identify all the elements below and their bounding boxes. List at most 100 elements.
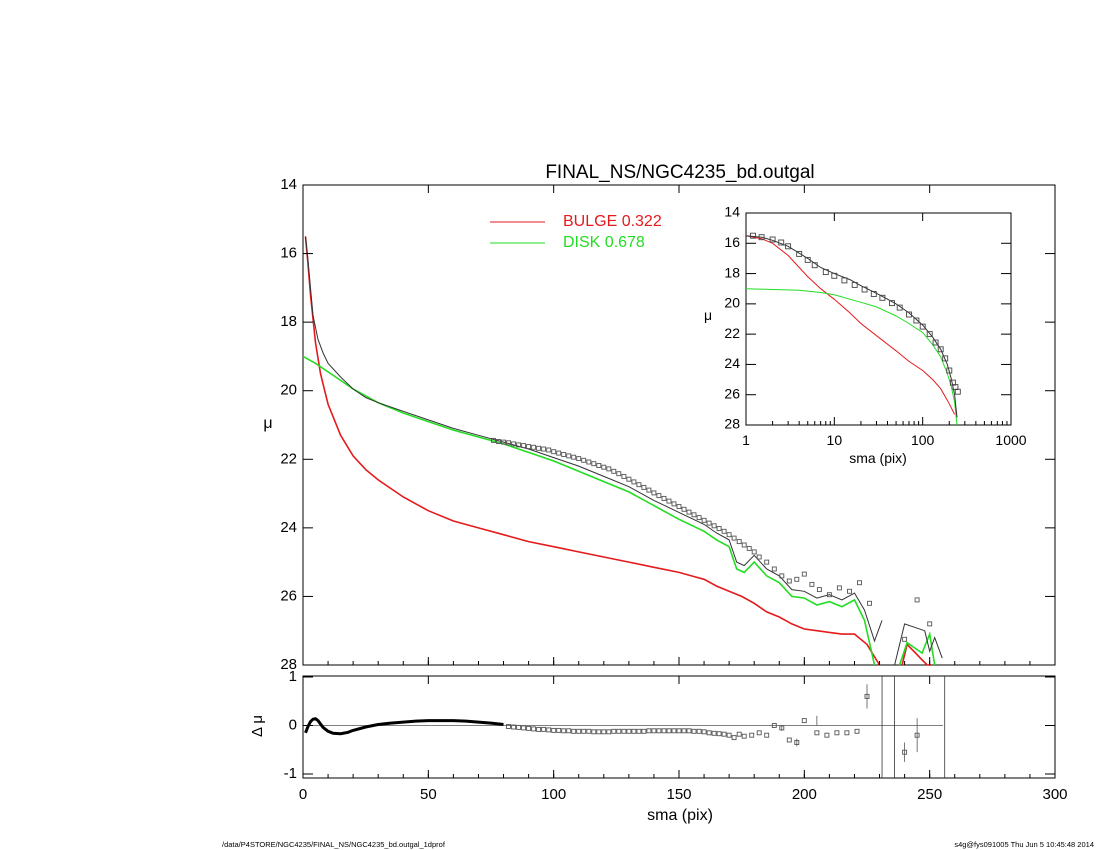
main-data-point [646,487,652,493]
resid-data-point [671,728,677,734]
main-data-point [616,471,622,477]
inset-data-point [932,339,939,346]
main-data-point [826,592,832,598]
main-data-point [686,509,692,515]
resid-ytick-label: -1 [284,765,297,782]
resid-xtick-label: 250 [917,786,942,803]
resid-xtick-label: 200 [792,786,817,803]
inset-ytick-label: 14 [724,204,740,220]
main-data-point [809,581,815,587]
main-data-point [596,463,602,468]
resid-data-point [561,728,567,734]
resid-data-point [646,728,652,734]
resid-data-point [541,726,547,732]
inset-data-point [896,304,903,311]
main-data-point [902,636,908,642]
inset-data-point [841,277,848,284]
resid-data-point [686,728,692,734]
main-data-point [816,587,822,593]
main-data-point [531,444,537,450]
main-data-point [591,461,597,467]
inset-data-point [831,272,838,279]
inset-data-point [750,232,756,239]
resid-series-0-line [304,717,504,736]
resid-data-point [571,728,577,734]
resid-data-point [506,724,511,729]
main-ytick-label: 20 [280,382,297,399]
residual-axes: 0 50 100 150 200 250 300-101 [284,668,1068,803]
inset-data-point [769,236,776,243]
main-ytick-label: 16 [280,245,297,262]
residual-xlabel: sma (pix) [647,807,713,824]
resid-data-point [581,728,587,734]
resid-xtick-label: 300 [1042,786,1067,803]
main-ytick-label: 26 [280,587,297,604]
inset-xtick-label: 100 [911,432,935,448]
main-data-point [801,571,807,577]
main-data-point [501,439,506,445]
main-ytick-label: 18 [280,313,297,330]
main-data-point [626,476,632,482]
inset-data-point [851,281,858,288]
resid-data-point [616,728,622,734]
resid-data-point [741,733,747,739]
main-data-point [711,523,717,529]
main-ytick-label: 28 [280,656,297,673]
main-data-point [857,580,862,586]
main-series-0-line [304,236,881,666]
resid-xtick-label: 150 [666,786,691,803]
resid-data-point [556,727,562,733]
main-data-point [521,443,527,449]
resid-data-point [914,732,920,738]
main-data-point [586,459,592,465]
resid-data-point [631,728,637,734]
main-series [302,236,943,666]
resid-data-point [611,728,617,734]
resid-data-point [511,724,517,730]
main-data-point [631,479,637,485]
resid-data-point [801,718,807,724]
inset-data-point [811,262,818,269]
main-data-point [516,442,522,448]
resid-data-point [834,730,840,736]
resid-data-point [591,729,597,735]
inset-data-point [778,239,785,246]
resid-data-point [546,727,552,733]
resid-data-point [854,728,860,734]
main-data-point [571,454,577,460]
main-data-point [606,466,612,472]
inset-data-point [906,311,912,318]
inset-data-point [796,250,803,257]
resid-xtick-label: 100 [541,786,566,803]
resid-data-point [779,725,785,731]
resid-data-point [824,732,830,738]
inset-ytick-label: 26 [724,385,740,401]
main-data-point [556,450,562,456]
inset-xtick-label: 1 [742,432,750,448]
main-ylabel: μ [263,415,272,432]
resid-data-point [641,728,647,734]
inset-data-point [926,331,933,338]
resid-data-point [844,730,850,736]
legend-bulge-label: BULGE 0.322 [563,213,662,230]
main-data-point [756,554,762,560]
main-data-point [927,621,933,627]
inset-xlabel: sma (pix) [849,450,907,466]
resid-data-point [691,728,697,734]
main-axes: 14 16 18 20 22 24 26 28 [280,176,1056,673]
resid-ytick-label: 0 [289,716,297,733]
main-data-point [506,440,511,446]
resid-data-point [516,724,522,730]
resid-xtick-label: 50 [420,786,437,803]
residual-panel: 0 50 100 150 200 250 300-101 Δ μ sma (pix) [249,668,1068,824]
main-data-point [736,539,742,545]
inset-series-0-line [745,235,956,415]
resid-data-point [576,728,582,734]
inset-data-point [954,388,961,395]
resid-data-point [656,728,662,734]
main-data-point [551,449,557,455]
resid-data-point [621,728,627,734]
main-data-point [721,528,727,534]
main-data-point [666,498,672,504]
inset-data-point [946,367,953,374]
